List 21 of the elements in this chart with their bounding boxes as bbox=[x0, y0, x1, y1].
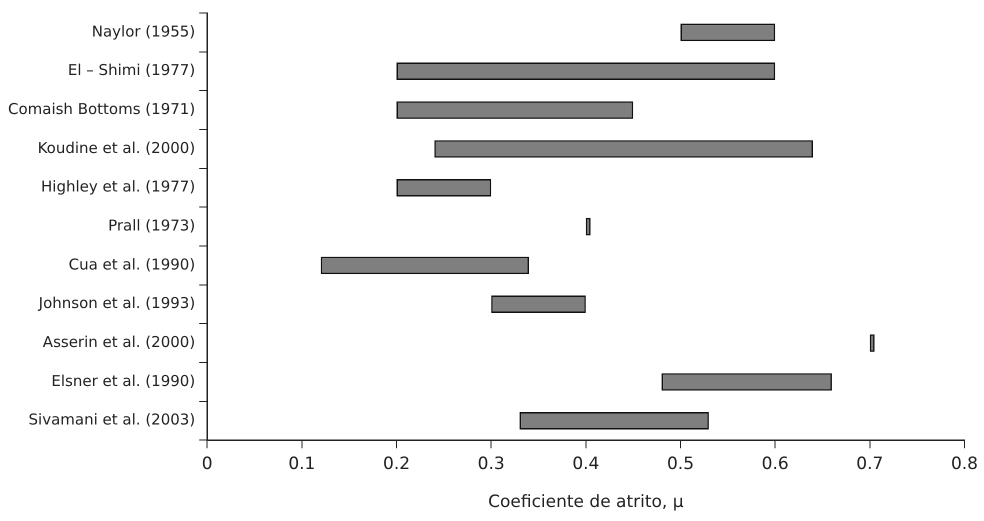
y-tick-label: Prall (1973) bbox=[108, 216, 196, 234]
x-tick-label: 0.6 bbox=[762, 454, 789, 474]
x-tick-label: 0.5 bbox=[666, 454, 694, 474]
y-tick-label: Sivamani et al. (2003) bbox=[28, 410, 196, 429]
y-tick-label: Elsner et al. (1990) bbox=[51, 372, 196, 390]
x-tick-label: 0.2 bbox=[382, 454, 410, 474]
y-tick-label: Comaish Bottoms (1971) bbox=[8, 100, 196, 118]
x-tick-label: 0.8 bbox=[950, 454, 978, 474]
y-tick-label: El – Shimi (1977) bbox=[68, 61, 196, 80]
y-tick-label: Highley et al. (1977) bbox=[41, 178, 196, 196]
y-tick-label: Johnson et al. (1993) bbox=[38, 294, 196, 312]
x-axis-title: Coeficiente de atrito, μ bbox=[488, 492, 684, 512]
y-tick-label: Cua et al. (1990) bbox=[68, 255, 196, 274]
x-tick-label: 0.1 bbox=[288, 454, 316, 474]
y-tick-label: Asserin et al. (2000) bbox=[42, 333, 196, 351]
y-tick-label: Naylor (1955) bbox=[92, 22, 196, 40]
x-tick-label: 0.7 bbox=[856, 454, 884, 474]
x-tick-label: 0 bbox=[202, 454, 213, 474]
y-tick-label: Koudine et al. (2000) bbox=[38, 138, 196, 157]
x-tick-label: 0.4 bbox=[572, 454, 600, 474]
x-tick-label: 0.3 bbox=[478, 454, 505, 474]
